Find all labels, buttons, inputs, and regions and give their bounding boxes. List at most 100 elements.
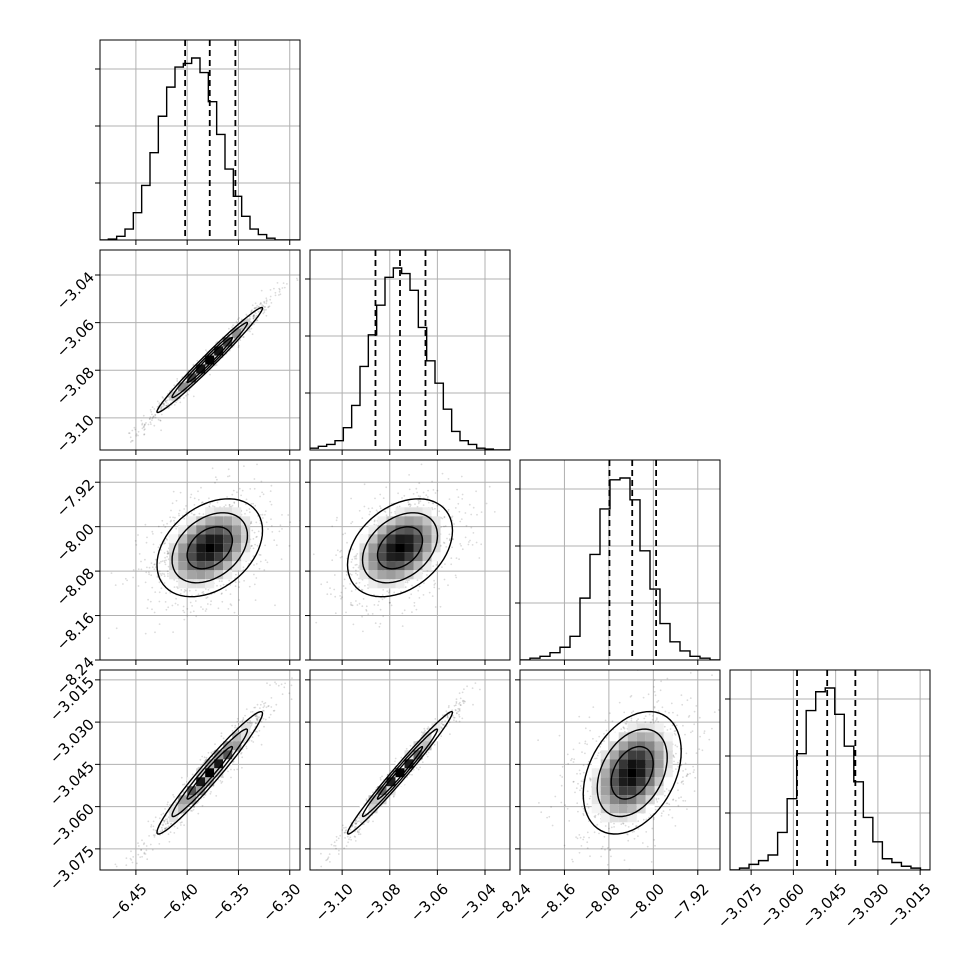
scatter-point	[343, 831, 346, 834]
scatter-point	[144, 523, 147, 526]
scatter-point	[146, 858, 149, 861]
scatter-point	[169, 389, 172, 392]
scatter-point	[166, 399, 169, 402]
scatter-point	[388, 601, 391, 604]
scatter-point	[148, 566, 151, 569]
scatter-point	[183, 611, 186, 614]
scatter-point	[425, 494, 428, 497]
scatter-point	[600, 855, 602, 858]
scatter-point	[344, 532, 347, 535]
scatter-point	[122, 583, 124, 585]
scatter-point	[160, 587, 163, 590]
scatter-point	[167, 552, 170, 555]
scatter-point	[427, 489, 429, 492]
scatter-point	[228, 579, 231, 582]
scatter-point	[195, 615, 198, 618]
scatter-point	[251, 333, 254, 336]
scatter-point	[245, 313, 248, 316]
scatter-point	[341, 829, 344, 831]
scatter-point	[247, 721, 249, 724]
scatter-point	[156, 576, 159, 578]
scatter-point	[350, 573, 353, 576]
scatter-point	[465, 524, 468, 527]
scatter-point	[355, 819, 358, 821]
scatter-point	[167, 403, 170, 405]
scatter-point	[444, 720, 446, 722]
density-cell	[205, 552, 215, 562]
scatter-point	[163, 821, 166, 823]
scatter-point	[232, 760, 235, 763]
scatter-point	[408, 488, 411, 491]
scatter-point	[455, 698, 458, 701]
density-cell	[413, 561, 423, 571]
scatter-point	[494, 660, 496, 662]
scatter-point	[169, 831, 172, 834]
scatter-point	[355, 554, 358, 557]
contour-level-2	[171, 512, 249, 584]
scatter-point	[693, 710, 696, 713]
scatter-point	[183, 783, 186, 786]
scatter-point	[152, 834, 155, 837]
scatter-point	[238, 487, 241, 490]
scatter-point	[454, 574, 457, 577]
scatter-point	[269, 713, 272, 716]
scatter-point	[336, 516, 338, 519]
scatter-point	[136, 862, 138, 865]
scatter-point	[253, 323, 255, 326]
contour-level-3	[156, 498, 264, 598]
scatter-point	[161, 824, 164, 827]
scatter-point	[355, 582, 357, 585]
density-cell	[377, 552, 387, 562]
scatter-point	[373, 519, 376, 522]
scatter-point	[163, 582, 166, 584]
scatter-point	[201, 804, 204, 807]
scatter-point	[229, 593, 232, 595]
scatter-point	[176, 378, 179, 380]
scatter-point	[140, 568, 143, 571]
scatter-point	[345, 831, 347, 834]
scatter-point	[467, 543, 470, 546]
scatter-point	[501, 653, 503, 655]
scatter-point	[278, 288, 281, 291]
scatter-point	[259, 554, 262, 556]
scatter-point	[166, 803, 169, 806]
scatter-point	[454, 507, 457, 509]
scatter-point	[205, 597, 208, 599]
scatter-point	[183, 618, 186, 621]
scatter-point	[142, 414, 145, 417]
scatter-point	[379, 622, 382, 625]
scatter-point	[286, 911, 288, 913]
scatter-point	[153, 836, 156, 838]
scatter-point	[248, 721, 251, 724]
scatter-point	[197, 766, 200, 769]
scatter-point	[267, 528, 269, 530]
scatter-point	[162, 402, 165, 405]
scatter-point	[162, 524, 165, 526]
scatter-point	[388, 589, 391, 591]
density-cell	[214, 525, 224, 535]
scatter-point	[164, 400, 167, 403]
scatter-point	[408, 503, 410, 506]
scatter-point	[204, 588, 207, 590]
scatter-point	[162, 397, 165, 399]
scatter-point	[362, 630, 364, 633]
scatter-point	[254, 599, 257, 601]
scatter-point	[228, 327, 230, 330]
scatter-point	[140, 560, 142, 563]
scatter-point	[460, 544, 462, 547]
scatter-point	[159, 407, 162, 410]
scatter-point	[334, 612, 337, 615]
scatter-point	[202, 608, 204, 610]
scatter-point	[356, 830, 359, 833]
scatter-point	[237, 723, 240, 725]
scatter-point	[261, 491, 263, 494]
scatter-point	[254, 306, 257, 309]
scatter-point	[431, 507, 433, 509]
scatter-point	[258, 553, 261, 556]
scatter-point	[252, 547, 255, 550]
scatter-point	[243, 579, 246, 582]
scatter-point	[254, 722, 257, 725]
scatter-point	[397, 492, 399, 495]
scatter-point	[459, 543, 462, 545]
scatter-point	[365, 799, 368, 802]
